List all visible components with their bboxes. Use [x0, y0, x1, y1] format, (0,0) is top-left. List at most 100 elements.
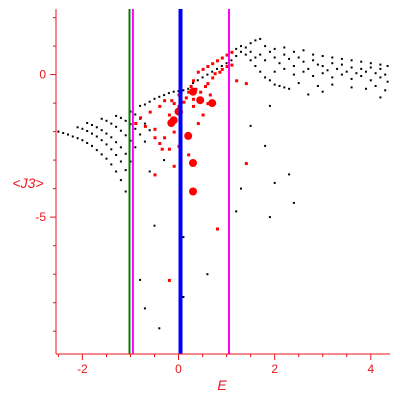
data-point-black — [331, 56, 334, 59]
data-point-black — [206, 73, 209, 76]
data-point-black — [216, 67, 218, 70]
data-point-red — [225, 65, 229, 68]
data-point-red — [211, 76, 215, 80]
data-point-black — [302, 70, 305, 73]
data-point-red — [163, 99, 167, 103]
data-point-red — [230, 50, 234, 54]
data-point-black — [321, 65, 324, 67]
data-point-black — [244, 53, 247, 56]
data-point-black — [57, 130, 60, 133]
data-point-black — [86, 122, 89, 124]
data-point-black — [369, 79, 372, 82]
x-tick-label: -2 — [77, 362, 88, 376]
data-point-black — [302, 49, 305, 52]
data-point-black — [124, 152, 127, 155]
data-point-black — [148, 100, 151, 103]
data-point-black — [268, 50, 271, 53]
data-point-black — [119, 160, 122, 163]
data-point-black — [76, 137, 79, 140]
large-marker-red — [189, 187, 197, 196]
data-point-black — [259, 37, 262, 40]
data-point-black — [192, 82, 194, 85]
data-point-red — [189, 85, 193, 88]
data-point-red — [153, 127, 157, 131]
data-point-black — [115, 141, 118, 144]
data-point-black — [148, 170, 151, 173]
data-point-black — [340, 63, 343, 66]
data-point-black — [134, 146, 137, 149]
data-point-black — [143, 140, 146, 143]
data-point-black — [100, 117, 103, 120]
data-point-black — [139, 104, 142, 107]
data-point-black — [220, 65, 223, 67]
data-point-black — [119, 116, 122, 119]
data-point-black — [225, 62, 228, 65]
data-point-black — [278, 62, 281, 65]
data-point-black — [365, 70, 367, 73]
data-point-red — [167, 113, 171, 117]
data-point-black — [312, 53, 315, 56]
data-point-red — [163, 136, 167, 140]
data-point-black — [278, 85, 281, 87]
data-point-black — [110, 136, 113, 139]
data-point-black — [115, 170, 118, 173]
data-point-black — [143, 103, 146, 106]
data-point-black — [158, 95, 161, 98]
data-point-black — [288, 173, 291, 176]
data-point-black — [235, 55, 238, 57]
data-point-black — [268, 104, 271, 107]
data-point-black — [124, 169, 127, 172]
data-point-black — [201, 76, 204, 79]
plot-area — [57, 9, 389, 354]
data-point-black — [283, 46, 286, 49]
data-point-black — [105, 132, 108, 135]
data-point-red — [143, 124, 147, 128]
data-point-black — [302, 60, 305, 63]
axes — [55, 9, 390, 355]
data-point-black — [264, 59, 267, 62]
data-point-black — [321, 90, 324, 93]
data-point-black — [119, 129, 122, 132]
data-point-black — [331, 76, 334, 79]
data-point-red — [230, 63, 234, 67]
data-point-black — [326, 69, 329, 72]
data-point-black — [100, 153, 103, 156]
data-point-black — [235, 47, 238, 50]
data-point-red — [167, 147, 171, 151]
data-point-black — [143, 122, 146, 125]
data-point-red — [206, 82, 210, 86]
x-tick-label: 2 — [271, 362, 278, 376]
data-point-red — [158, 142, 162, 145]
data-point-red — [218, 70, 222, 74]
data-point-black — [81, 127, 84, 130]
data-point-black — [86, 130, 89, 132]
data-point-black — [268, 79, 271, 82]
data-point-black — [350, 86, 353, 89]
data-point-black — [336, 67, 339, 70]
data-point-black — [360, 60, 363, 63]
data-point-red — [208, 93, 212, 97]
data-point-black — [374, 85, 377, 87]
data-point-black — [86, 142, 89, 144]
data-point-black — [139, 133, 142, 136]
data-point-red — [187, 153, 191, 157]
data-point-black — [254, 56, 257, 59]
data-point-black — [62, 132, 65, 134]
data-point-red — [192, 79, 195, 83]
data-point-black — [110, 163, 113, 166]
data-point-black — [345, 70, 348, 73]
data-point-black — [240, 187, 242, 190]
data-point-black — [91, 132, 93, 135]
data-point-red — [244, 82, 248, 86]
data-point-black — [95, 149, 98, 152]
data-point-red — [201, 113, 205, 117]
data-point-black — [167, 92, 170, 95]
data-point-red — [216, 227, 219, 231]
data-point-black — [297, 82, 300, 85]
data-point-black — [273, 70, 276, 73]
data-point-black — [374, 72, 377, 75]
data-point-black — [307, 67, 310, 70]
data-point-black — [110, 122, 113, 125]
data-point-red — [158, 104, 162, 108]
